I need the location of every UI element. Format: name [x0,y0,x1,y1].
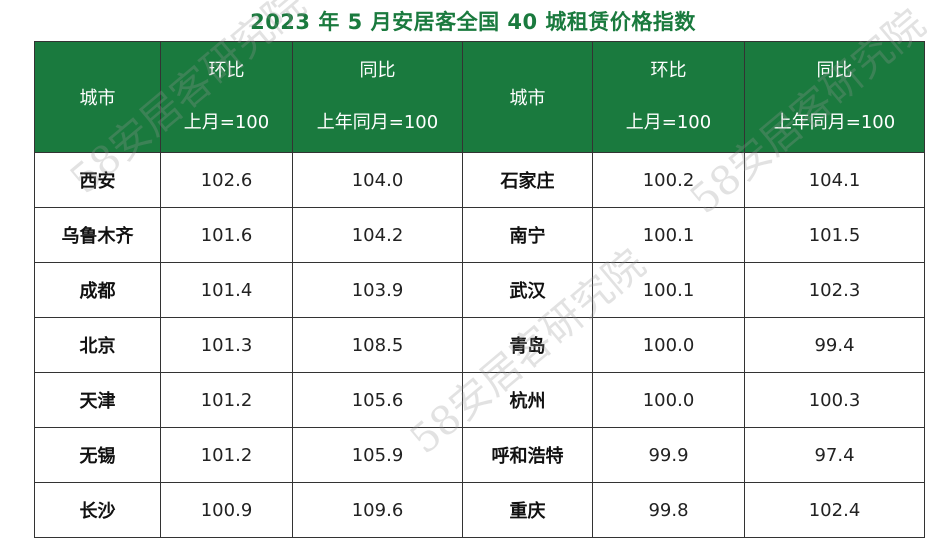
yoy-cell: 97.4 [744,427,925,483]
city-cell: 西安 [34,152,161,208]
city-cell: 武汉 [462,262,593,318]
rent-index-table: 城市 环比 上月=100 同比 上年同月=100 城市 环比 上月=100 同比… [34,41,925,538]
table-row: 无锡 101.2 105.9 呼和浩特 99.9 97.4 [34,427,925,483]
header-mom-left: 环比 上月=100 [160,41,293,153]
yoy-cell: 102.3 [744,262,925,318]
city-cell: 乌鲁木齐 [34,207,161,263]
yoy-cell: 104.0 [292,152,463,208]
city-cell: 呼和浩特 [462,427,593,483]
mom-cell: 101.2 [160,372,293,428]
mom-cell: 102.6 [160,152,293,208]
city-cell: 重庆 [462,482,593,538]
city-cell: 杭州 [462,372,593,428]
header-yoy-right: 同比 上年同月=100 [744,41,925,153]
yoy-cell: 109.6 [292,482,463,538]
mom-cell: 100.0 [592,317,745,373]
city-cell: 长沙 [34,482,161,538]
city-cell: 成都 [34,262,161,318]
mom-cell: 99.8 [592,482,745,538]
header-yoy-left: 同比 上年同月=100 [292,41,463,153]
table-row: 乌鲁木齐 101.6 104.2 南宁 100.1 101.5 [34,207,925,263]
header-city-right: 城市 [462,41,593,153]
yoy-cell: 99.4 [744,317,925,373]
yoy-cell: 102.4 [744,482,925,538]
mom-cell: 100.2 [592,152,745,208]
header-mom-base: 上月=100 [183,112,270,133]
yoy-cell: 104.1 [744,152,925,208]
header-mom-base: 上月=100 [625,112,712,133]
mom-cell: 100.1 [592,207,745,263]
mom-cell: 99.9 [592,427,745,483]
page-title: 2023 年 5 月安居客全国 40 城租赁价格指数 [250,10,696,34]
mom-cell: 101.2 [160,427,293,483]
yoy-cell: 105.9 [292,427,463,483]
mom-cell: 100.0 [592,372,745,428]
table-row: 天津 101.2 105.6 杭州 100.0 100.3 [34,372,925,428]
header-yoy-base: 上年同月=100 [316,112,439,133]
header-yoy-base: 上年同月=100 [773,112,896,133]
yoy-cell: 105.6 [292,372,463,428]
header-mom-label: 环比 [208,60,245,81]
header-yoy-label: 同比 [359,60,396,81]
mom-cell: 101.6 [160,207,293,263]
table-row: 西安 102.6 104.0 石家庄 100.2 104.1 [34,152,925,208]
table-header-row: 城市 环比 上月=100 同比 上年同月=100 城市 环比 上月=100 同比… [34,41,925,153]
mom-cell: 101.3 [160,317,293,373]
city-cell: 石家庄 [462,152,593,208]
table-row: 成都 101.4 103.9 武汉 100.1 102.3 [34,262,925,318]
mom-cell: 101.4 [160,262,293,318]
table-row: 北京 101.3 108.5 青岛 100.0 99.4 [34,317,925,373]
city-cell: 青岛 [462,317,593,373]
yoy-cell: 101.5 [744,207,925,263]
city-cell: 南宁 [462,207,593,263]
yoy-cell: 104.2 [292,207,463,263]
header-city-left: 城市 [34,41,161,153]
yoy-cell: 103.9 [292,262,463,318]
city-cell: 无锡 [34,427,161,483]
city-cell: 天津 [34,372,161,428]
header-yoy-label: 同比 [816,60,853,81]
table-row: 长沙 100.9 109.6 重庆 99.8 102.4 [34,482,925,538]
yoy-cell: 100.3 [744,372,925,428]
yoy-cell: 108.5 [292,317,463,373]
mom-cell: 100.1 [592,262,745,318]
mom-cell: 100.9 [160,482,293,538]
header-mom-right: 环比 上月=100 [592,41,745,153]
header-mom-label: 环比 [650,60,687,81]
city-cell: 北京 [34,317,161,373]
